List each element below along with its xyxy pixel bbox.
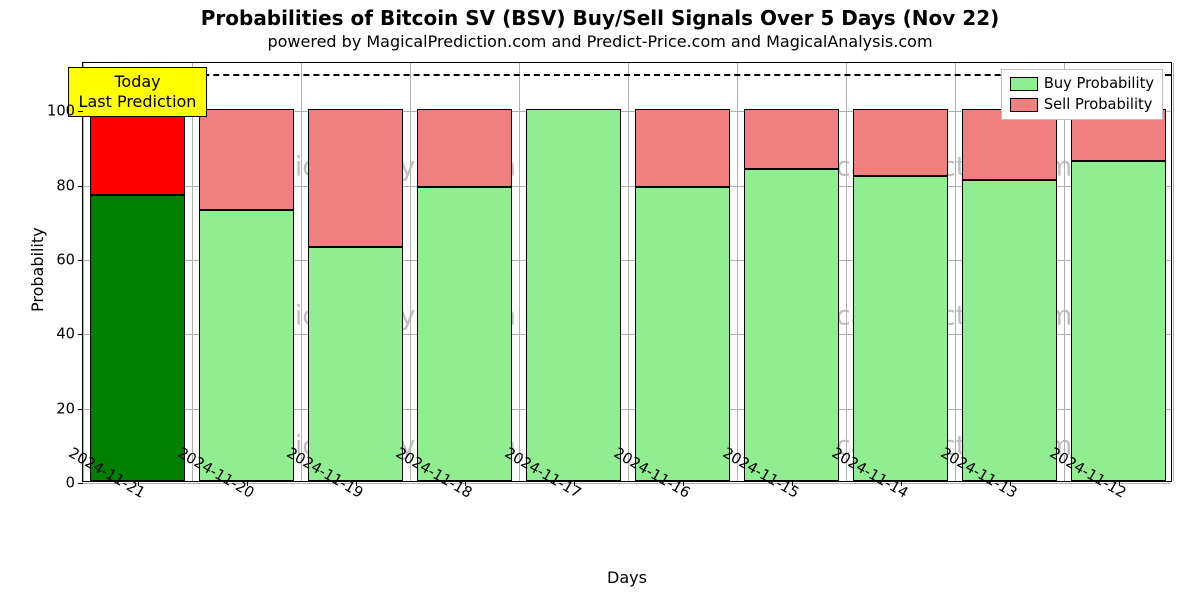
bar-group bbox=[635, 109, 730, 481]
bar-group bbox=[308, 109, 403, 481]
bar-sell bbox=[199, 109, 294, 209]
bar-sell bbox=[635, 109, 730, 187]
bar-group bbox=[1071, 109, 1166, 481]
y-tick-label: 40 bbox=[56, 326, 75, 343]
bar-buy bbox=[853, 176, 948, 481]
chart-figure: Probabilities of Bitcoin SV (BSV) Buy/Se… bbox=[0, 0, 1200, 600]
bar-buy bbox=[635, 187, 730, 481]
bar-sell bbox=[853, 109, 948, 176]
bar-sell bbox=[417, 109, 512, 187]
legend: Buy Probability Sell Probability bbox=[1001, 69, 1163, 120]
bar-group bbox=[744, 109, 839, 481]
y-tick-label: 100 bbox=[47, 103, 75, 120]
bar-buy bbox=[744, 169, 839, 481]
bar-buy bbox=[962, 180, 1057, 481]
annotation-line-1: Today bbox=[79, 72, 197, 92]
bar-buy bbox=[1071, 161, 1166, 481]
legend-label: Sell Probability bbox=[1044, 95, 1153, 116]
x-axis-label: Days bbox=[82, 568, 1172, 587]
today-annotation: Today Last Prediction bbox=[68, 67, 208, 117]
bar-group bbox=[417, 109, 512, 481]
bar-buy bbox=[526, 109, 621, 481]
legend-label: Buy Probability bbox=[1044, 74, 1154, 95]
bar-group bbox=[90, 109, 185, 481]
chart-title: Probabilities of Bitcoin SV (BSV) Buy/Se… bbox=[0, 6, 1200, 30]
legend-item-sell: Sell Probability bbox=[1010, 95, 1154, 116]
annotation-line-2: Last Prediction bbox=[79, 92, 197, 112]
plot-area: MagicalAnalysis.comMagicalPrediction.com… bbox=[82, 62, 1172, 482]
bar-sell bbox=[744, 109, 839, 168]
bar-group bbox=[962, 109, 1057, 481]
bar-buy bbox=[90, 195, 185, 481]
y-tick-label: 60 bbox=[56, 251, 75, 268]
bar-buy bbox=[308, 247, 403, 481]
bar-group bbox=[853, 109, 948, 481]
legend-swatch-buy bbox=[1010, 77, 1038, 91]
bar-sell bbox=[308, 109, 403, 247]
y-tick-label: 80 bbox=[56, 177, 75, 194]
bars-container bbox=[83, 63, 1171, 481]
chart-subtitle: powered by MagicalPrediction.com and Pre… bbox=[0, 32, 1200, 51]
legend-item-buy: Buy Probability bbox=[1010, 74, 1154, 95]
y-axis-label: Probability bbox=[28, 227, 47, 312]
y-tick-label: 0 bbox=[66, 475, 75, 492]
bar-group bbox=[199, 109, 294, 481]
bar-sell bbox=[90, 109, 185, 194]
bar-group bbox=[526, 109, 621, 481]
bar-buy bbox=[199, 210, 294, 481]
legend-swatch-sell bbox=[1010, 98, 1038, 112]
bar-buy bbox=[417, 187, 512, 481]
y-tick-label: 20 bbox=[56, 400, 75, 417]
